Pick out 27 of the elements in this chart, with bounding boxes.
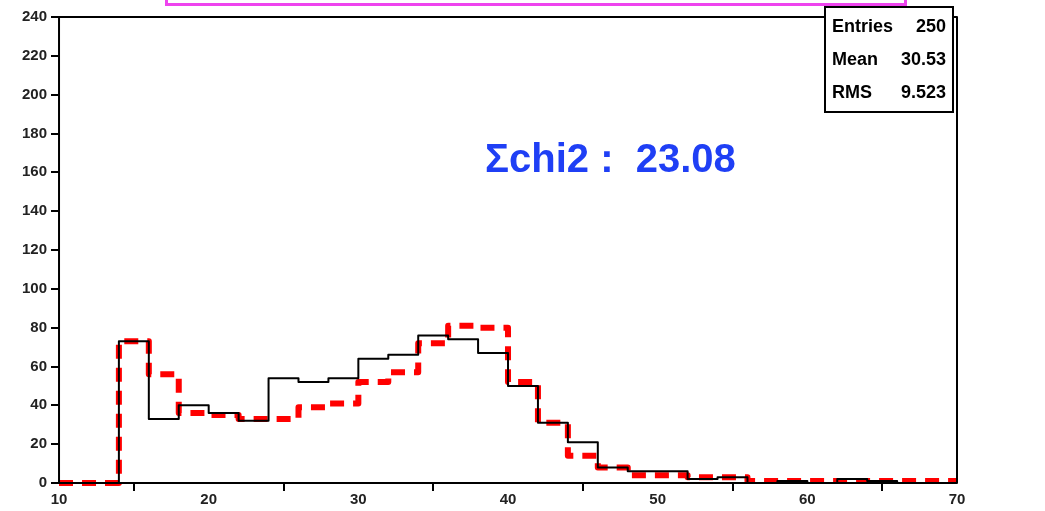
x-tick-label: 10 [50,490,68,508]
y-tick-label: 20 [30,434,48,452]
y-tick-label: 40 [30,395,48,413]
x-tick-label: 50 [649,490,667,508]
y-tick-label: 80 [30,317,48,335]
annotation: 9.523 [900,81,946,104]
x-tick-label: 20 [200,490,218,508]
x-tick-label: 40 [499,490,517,508]
annotation: 250 [915,15,946,38]
y-tick-label: 0 [38,473,48,491]
annotation: Entries [832,15,894,38]
x-tick-label: 70 [948,490,966,508]
x-tick-label: 60 [798,490,816,508]
y-tick-label: 240 [22,7,48,25]
y-tick-label: 60 [30,356,48,374]
annotation: 30.53 [900,48,946,71]
x-tick-label: 30 [350,490,367,508]
y-tick-label: 200 [22,84,48,102]
y-tick-label: 180 [22,123,48,141]
y-tick-label: 120 [22,240,48,258]
annotation: Mean [832,48,879,71]
y-tick-label: 220 [22,45,48,63]
y-tick-label: 140 [22,201,48,219]
annotation: RMS [832,81,872,104]
y-tick-label: 160 [22,162,48,180]
y-tick-label: 100 [22,278,48,296]
annotation: Σchi2 : 23.08 [485,136,736,181]
